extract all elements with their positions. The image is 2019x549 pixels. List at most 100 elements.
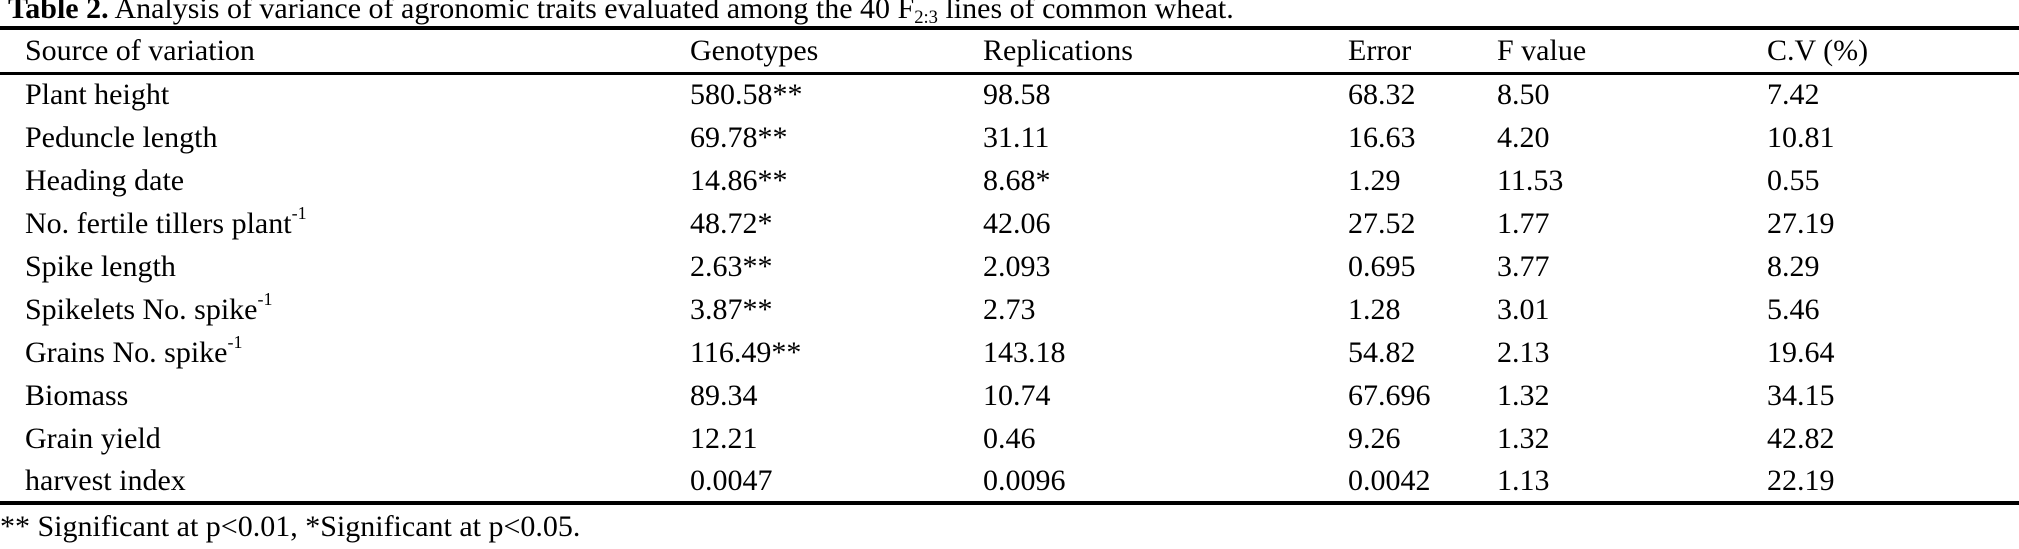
cell-source: No. fertile tillers plant-1: [0, 202, 690, 245]
source-label: Plant height: [25, 78, 170, 112]
source-superscript: -1: [257, 288, 273, 309]
cell-replications: 0.0096: [983, 463, 1066, 497]
table-row: Heading date 14.86** 8.68* 1.29 11.53 0.…: [0, 159, 2019, 202]
source-label: Spike length: [25, 249, 176, 283]
table-row: Grain yield 12.21 0.46 9.26 1.32 42.82: [0, 417, 2019, 460]
cell-replications: 0.46: [983, 421, 1036, 455]
cell-error: 1.28: [1348, 292, 1401, 326]
cell-replications: 2.73: [983, 292, 1036, 326]
cell-f-value: 2.13: [1497, 335, 1550, 369]
header-genotypes: Genotypes: [690, 28, 983, 75]
header-f-value: F value: [1497, 28, 1767, 75]
table-row: Plant height 580.58** 98.58 68.32 8.50 7…: [0, 73, 2019, 116]
table-caption-subscript: 2:3: [914, 7, 938, 28]
header-row: Source of variation Genotypes Replicatio…: [0, 28, 2019, 75]
cell-source: Spikelets No. spike-1: [0, 288, 690, 331]
table-caption: Table 2. Analysis of variance of agronom…: [8, 0, 2019, 28]
source-label: Heading date: [25, 163, 185, 197]
cell-error: 68.32: [1348, 78, 1416, 112]
cell-genotypes: 14.86**: [690, 163, 788, 197]
header-replications: Replications: [983, 28, 1348, 75]
source-label: No. fertile tillers plant: [25, 206, 292, 240]
cell-cv-percent: 10.81: [1767, 120, 1835, 154]
cell-replications: 2.093: [983, 249, 1051, 283]
cell-cv-percent: 22.19: [1767, 463, 1835, 497]
significance-footnote: ** Significant at p<0.01, *Significant a…: [0, 510, 581, 543]
source-superscript: -1: [291, 202, 307, 223]
cell-cv-percent: 27.19: [1767, 206, 1835, 240]
cell-genotypes: 12.21: [690, 421, 758, 455]
cell-source: Plant height: [0, 73, 690, 116]
table-row: harvest index 0.0047 0.0096 0.0042 1.13 …: [0, 460, 2019, 503]
cell-error: 0.695: [1348, 249, 1416, 283]
cell-replications: 8.68*: [983, 163, 1051, 197]
cell-f-value: 11.53: [1497, 163, 1564, 197]
source-superscript: -1: [227, 331, 243, 352]
cell-source: harvest index: [0, 460, 690, 503]
table-caption-label: Table 2.: [8, 0, 109, 25]
cell-replications: 42.06: [983, 206, 1051, 240]
source-label: Peduncle length: [25, 120, 218, 154]
cell-error: 0.0042: [1348, 463, 1431, 497]
cell-genotypes: 89.34: [690, 378, 758, 412]
cell-replications: 143.18: [983, 335, 1066, 369]
cell-error: 16.63: [1348, 120, 1416, 154]
cell-genotypes: 580.58**: [690, 78, 803, 112]
source-label: Biomass: [25, 378, 129, 412]
source-label: Grain yield: [25, 421, 161, 455]
cell-cv-percent: 42.82: [1767, 421, 1835, 455]
cell-genotypes: 2.63**: [690, 249, 773, 283]
table-row: Grains No. spike-1 116.49** 143.18 54.82…: [0, 331, 2019, 374]
cell-source: Peduncle length: [0, 116, 690, 159]
cell-source: Grain yield: [0, 417, 690, 460]
table-row: Spike length 2.63** 2.093 0.695 3.77 8.2…: [0, 245, 2019, 288]
cell-f-value: 8.50: [1497, 78, 1550, 112]
table-header-row: Source of variation Genotypes Replicatio…: [0, 28, 2019, 75]
cell-cv-percent: 0.55: [1767, 163, 1820, 197]
table-row: Peduncle length 69.78** 31.11 16.63 4.20…: [0, 116, 2019, 159]
cell-f-value: 1.32: [1497, 378, 1550, 412]
cell-cv-percent: 5.46: [1767, 292, 1820, 326]
cell-f-value: 3.77: [1497, 249, 1550, 283]
cell-f-value: 3.01: [1497, 292, 1550, 326]
cell-error: 9.26: [1348, 421, 1401, 455]
cell-source: Heading date: [0, 159, 690, 202]
cell-genotypes: 48.72*: [690, 206, 773, 240]
cell-genotypes: 116.49**: [690, 335, 802, 369]
cell-error: 67.696: [1348, 378, 1431, 412]
cell-error: 27.52: [1348, 206, 1416, 240]
cell-genotypes: 0.0047: [690, 463, 773, 497]
cell-cv-percent: 8.29: [1767, 249, 1820, 283]
source-label: harvest index: [25, 463, 186, 497]
table-row: Spikelets No. spike-1 3.87** 2.73 1.28 3…: [0, 288, 2019, 331]
table-body: Plant height 580.58** 98.58 68.32 8.50 7…: [0, 73, 2019, 503]
cell-replications: 31.11: [983, 120, 1050, 154]
cell-replications: 98.58: [983, 78, 1051, 112]
cell-cv-percent: 19.64: [1767, 335, 1835, 369]
source-label: Grains No. spike: [25, 335, 228, 369]
cell-f-value: 4.20: [1497, 120, 1550, 154]
table-row: No. fertile tillers plant-1 48.72* 42.06…: [0, 202, 2019, 245]
cell-f-value: 1.13: [1497, 463, 1550, 497]
cell-genotypes: 3.87**: [690, 292, 773, 326]
cell-source: Spike length: [0, 245, 690, 288]
table-caption-text: Analysis of variance of agronomic traits…: [108, 0, 915, 25]
header-error: Error: [1348, 28, 1497, 75]
cell-source: Grains No. spike-1: [0, 331, 690, 374]
source-label: Spikelets No. spike: [25, 292, 258, 326]
cell-genotypes: 69.78**: [690, 120, 788, 154]
table-caption-text-end: lines of common wheat.: [937, 0, 1234, 25]
anova-table: Source of variation Genotypes Replicatio…: [0, 26, 2019, 505]
header-source-of-variation: Source of variation: [0, 28, 690, 75]
cell-error: 54.82: [1348, 335, 1416, 369]
cell-source: Biomass: [0, 374, 690, 417]
table-row: Biomass 89.34 10.74 67.696 1.32 34.15: [0, 374, 2019, 417]
cell-cv-percent: 34.15: [1767, 378, 1835, 412]
header-cv-percent: C.V (%): [1767, 28, 2019, 75]
cell-error: 1.29: [1348, 163, 1401, 197]
cell-f-value: 1.77: [1497, 206, 1550, 240]
cell-cv-percent: 7.42: [1767, 78, 1820, 112]
cell-f-value: 1.32: [1497, 421, 1550, 455]
cell-replications: 10.74: [983, 378, 1051, 412]
